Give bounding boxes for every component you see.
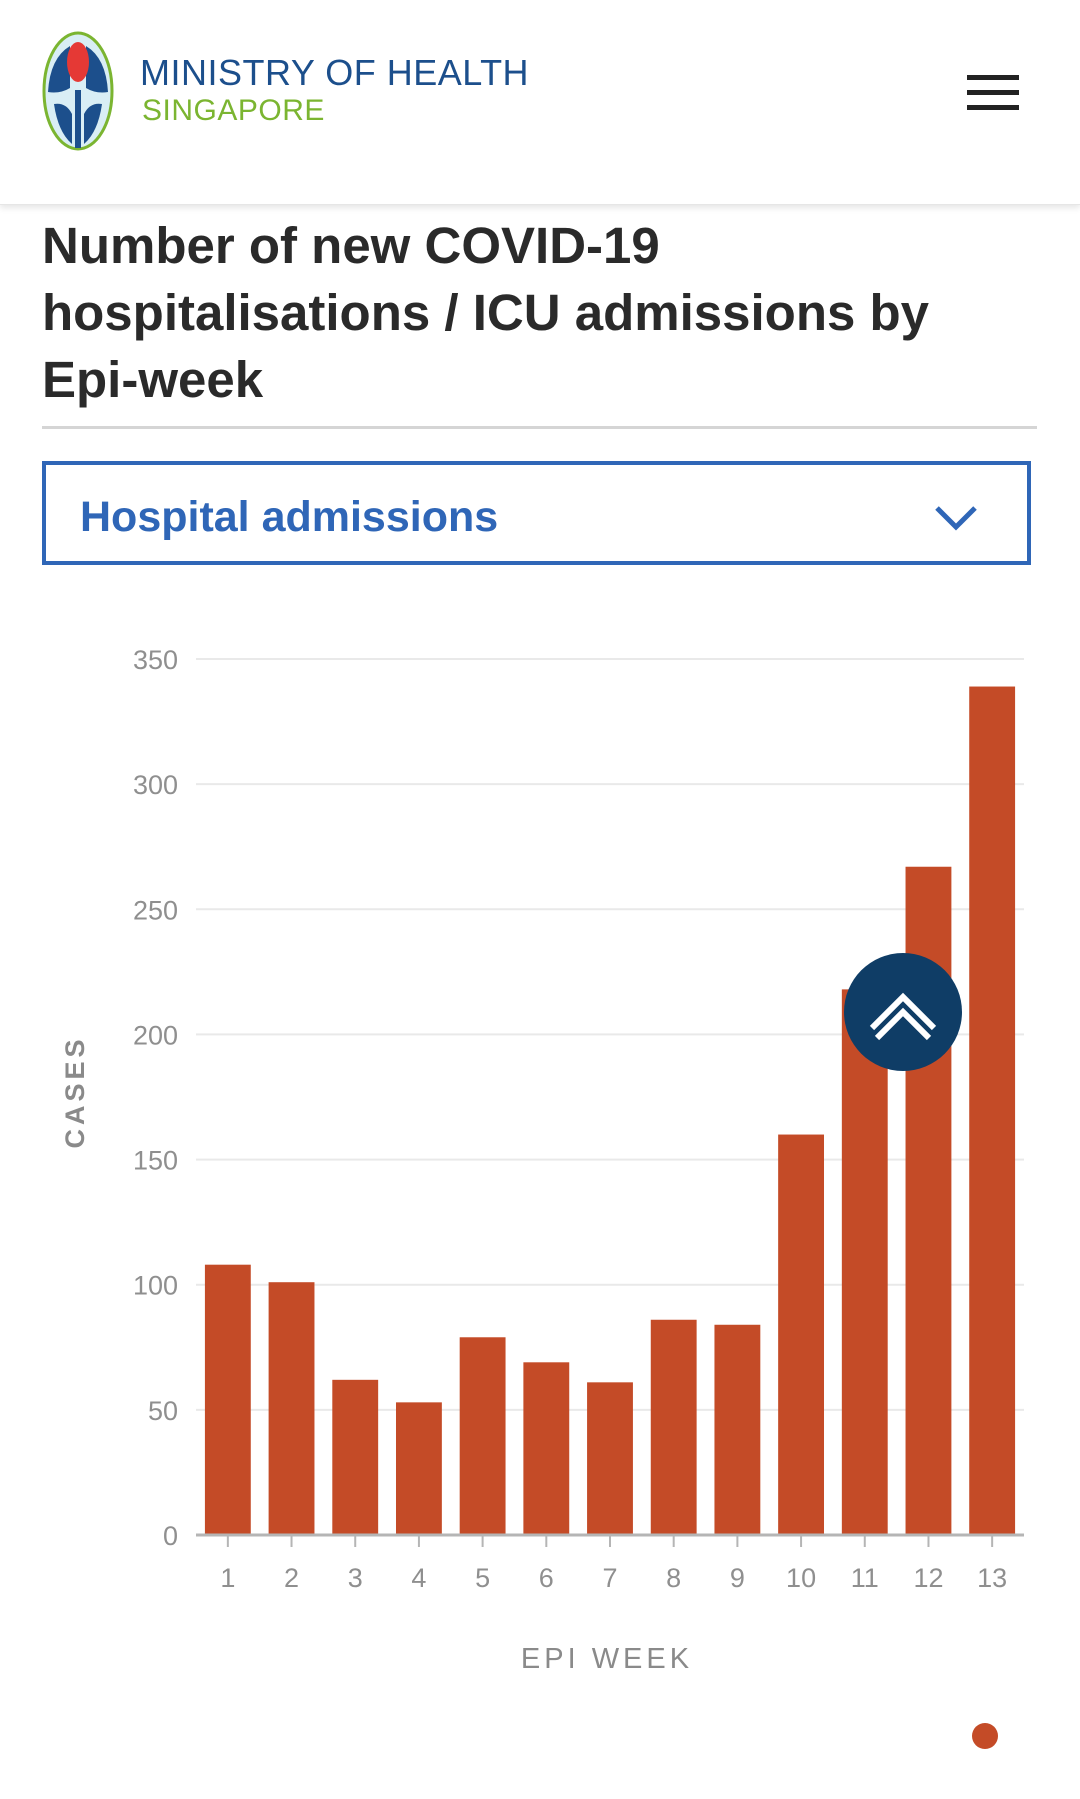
bar-week-10[interactable]: [778, 1134, 825, 1535]
y-tick-label: 0: [163, 1521, 178, 1551]
brand-name[interactable]: MINISTRY OF HEALTH: [140, 52, 530, 93]
y-tick-label: 300: [133, 770, 178, 800]
y-tick-label: 50: [148, 1396, 178, 1426]
x-tick-label: 7: [602, 1563, 617, 1593]
bar-week-6[interactable]: [523, 1362, 570, 1535]
x-tick-label: 10: [786, 1563, 816, 1593]
bar-week-4[interactable]: [395, 1402, 442, 1535]
bar-week-1[interactable]: [204, 1264, 251, 1535]
x-tick-label: 12: [913, 1563, 943, 1593]
scroll-to-top-button[interactable]: [844, 953, 962, 1071]
bar-week-3[interactable]: [332, 1379, 379, 1535]
chevron-down-icon: [935, 506, 977, 531]
double-chevron-up-icon: [869, 992, 937, 1041]
x-tick-label: 13: [977, 1563, 1007, 1593]
bar-week-9[interactable]: [714, 1324, 761, 1535]
site-header: MINISTRY OF HEALTH SINGAPORE: [0, 0, 1080, 205]
hamburger-menu-icon[interactable]: [960, 68, 1026, 118]
bar-week-11[interactable]: [841, 989, 888, 1535]
bar-week-5[interactable]: [459, 1337, 506, 1535]
bar-week-7[interactable]: [587, 1382, 633, 1535]
chart-type-select[interactable]: Hospital admissions: [42, 461, 1031, 565]
y-axis-label: CASES: [60, 1035, 90, 1148]
moh-logo-icon[interactable]: [40, 28, 116, 154]
x-tick-label: 8: [666, 1563, 681, 1593]
page-title: Number of new COVID-19 hospitalisations …: [42, 217, 930, 408]
bar-week-8[interactable]: [650, 1319, 697, 1535]
y-tick-label: 350: [133, 645, 178, 675]
x-tick-label: 4: [411, 1563, 426, 1593]
x-tick-label: 5: [475, 1563, 490, 1593]
x-tick-label: 11: [851, 1563, 879, 1593]
brand-country[interactable]: SINGAPORE: [142, 94, 325, 127]
x-tick-label: 9: [730, 1563, 745, 1593]
bar-week-13[interactable]: [969, 686, 1016, 1535]
x-tick-label: 3: [348, 1563, 363, 1593]
title-divider: [42, 426, 1037, 429]
y-tick-label: 200: [133, 1020, 178, 1050]
x-tick-label: 1: [220, 1563, 235, 1593]
x-axis-label: EPI WEEK: [521, 1643, 693, 1670]
chart-type-select-value: Hospital admissions: [80, 493, 499, 541]
bar-week-2[interactable]: [268, 1282, 315, 1535]
x-tick-label: 6: [539, 1563, 554, 1593]
status-dot: [972, 1723, 998, 1749]
y-tick-label: 100: [133, 1271, 178, 1301]
y-tick-label: 250: [133, 895, 178, 925]
x-tick-label: 2: [284, 1563, 299, 1593]
y-tick-label: 150: [133, 1146, 178, 1176]
